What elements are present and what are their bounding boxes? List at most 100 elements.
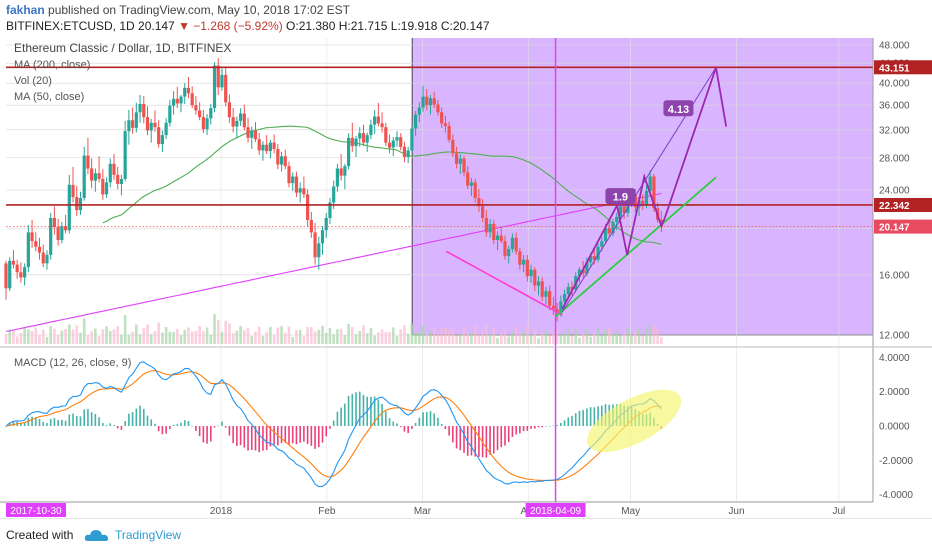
histogram-bar: [560, 422, 562, 426]
candle-body: [127, 120, 131, 132]
candle-body: [536, 281, 541, 286]
candle-body: [45, 254, 49, 264]
volume-bar: [436, 333, 440, 344]
candle-body: [414, 114, 418, 129]
candle-body: [235, 120, 239, 127]
volume-bar: [239, 325, 242, 344]
volume-series: [4, 314, 663, 344]
histogram-bar: [172, 424, 175, 426]
candle-body: [164, 122, 168, 136]
candle-body: [209, 108, 213, 119]
volume-bar: [328, 327, 332, 344]
histogram-bar: [440, 424, 443, 426]
candle-body: [186, 87, 191, 94]
histogram-bar: [98, 417, 100, 426]
volume-bar: [310, 326, 313, 344]
volume-bar: [101, 329, 105, 344]
price-tick-label: 28.000: [879, 153, 910, 164]
candle-body: [469, 182, 474, 186]
volume-bar: [611, 333, 615, 344]
annotation-box: [663, 100, 694, 117]
histogram-bar: [105, 425, 108, 426]
histogram-bar: [507, 426, 510, 443]
rising-trendline: [554, 176, 717, 318]
candle-body: [183, 87, 187, 97]
volume-bar: [399, 329, 403, 344]
candle-body: [309, 219, 313, 233]
ohlc-text: O:21.380 H:21.715 L:19.918 C:20.147: [286, 19, 490, 33]
volume-bar: [105, 326, 108, 344]
histogram-bar: [299, 426, 301, 443]
histogram-bar: [500, 426, 503, 448]
annotation-box: [605, 188, 636, 205]
volume-bar: [30, 330, 34, 344]
histogram-bar: [113, 425, 115, 426]
volume-bar: [548, 335, 551, 344]
volume-bar: [563, 331, 566, 344]
candle-body: [19, 272, 23, 278]
candle-body: [507, 249, 511, 257]
volume-bar: [15, 336, 19, 344]
candle-body: [503, 241, 507, 257]
histogram-bar: [541, 426, 544, 428]
date-marker-label: 2018-04-09: [525, 503, 586, 517]
pattern-path: [561, 67, 728, 310]
volume-bar: [86, 334, 90, 344]
volume-bar: [321, 325, 324, 344]
candle-body: [268, 142, 272, 152]
candle-body: [60, 226, 64, 240]
volume-bar: [425, 334, 429, 344]
histogram-bar: [124, 421, 126, 426]
histogram-bar: [243, 426, 246, 448]
volume-bar: [544, 329, 548, 344]
histogram-bar: [5, 426, 7, 427]
volume-bar: [440, 328, 443, 344]
volume-bar: [499, 333, 503, 344]
histogram-bar: [306, 426, 309, 444]
candle-body: [548, 291, 552, 306]
candle-body: [358, 133, 362, 139]
publish-line: fakhan published on TradingView.com, May…: [6, 3, 350, 17]
histogram-bar: [385, 411, 387, 426]
volume-bar: [485, 325, 488, 344]
candle-body: [112, 163, 116, 175]
candle-body: [544, 291, 548, 297]
volume-bar: [581, 334, 585, 344]
author-link[interactable]: fakhan: [6, 3, 45, 17]
volume-bar: [27, 329, 30, 344]
histogram-bar: [42, 421, 45, 426]
price-chart[interactable]: 1.94.1348.00044.00040.00036.00032.00028.…: [0, 38, 932, 518]
histogram-bar: [295, 426, 298, 445]
volume-bar: [470, 332, 473, 344]
volume-bar: [49, 326, 52, 344]
histogram-bar: [414, 422, 417, 426]
candle-body: [473, 182, 477, 198]
candle-body: [484, 217, 488, 233]
candle-body: [302, 188, 306, 195]
candle-body: [585, 262, 589, 274]
candle-body: [395, 137, 399, 141]
volume-bar: [64, 328, 67, 344]
volume-bar: [347, 323, 350, 344]
candle-body: [138, 104, 142, 113]
candle-body: [49, 217, 53, 255]
volume-bar: [108, 331, 112, 344]
candle-body: [443, 123, 447, 126]
volume-bar: [71, 329, 75, 344]
tradingview-brand[interactable]: TradingView: [115, 528, 182, 542]
volume-bar: [537, 338, 540, 344]
histogram-bar: [548, 425, 551, 427]
candle-body: [410, 128, 414, 151]
volume-bar: [555, 329, 559, 344]
volume-bar: [254, 331, 257, 344]
volume-bar: [75, 325, 79, 344]
volume-bar: [175, 328, 179, 344]
volume-bar: [488, 333, 492, 344]
last-price: 20.147: [138, 19, 175, 33]
histogram-bar: [247, 426, 249, 451]
histogram-bar: [433, 413, 436, 426]
legend-vol: Vol (20): [14, 75, 52, 87]
histogram-bar: [347, 395, 350, 426]
volume-bar: [149, 333, 153, 344]
volume-bar: [503, 327, 507, 344]
